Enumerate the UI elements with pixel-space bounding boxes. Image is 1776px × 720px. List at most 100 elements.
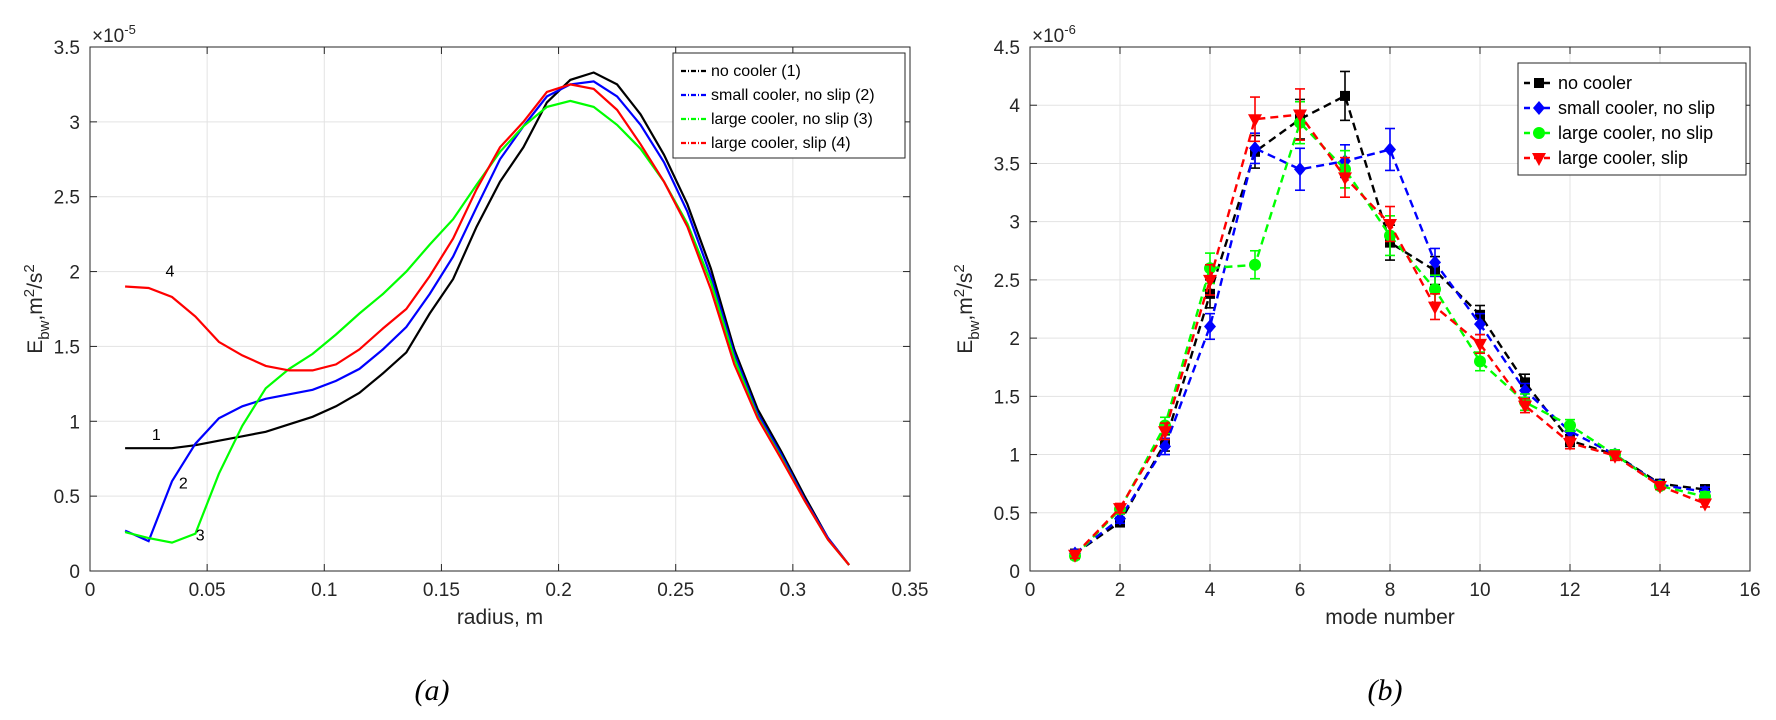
x-tick-label-a: 0.2 <box>545 580 571 601</box>
data-point <box>1520 377 1530 388</box>
data-point <box>1429 283 1441 296</box>
ticks-b: 0 2 4 6 8 10 12 14 16 0 0.5 1 1.5 2 2.5 3 3.5 4 4.5 <box>994 38 1761 601</box>
panel-caption-a: (a) <box>415 674 450 707</box>
data-point <box>1338 172 1352 186</box>
data-point <box>1203 274 1217 288</box>
axes-box-a <box>89 46 911 572</box>
data-point <box>1068 549 1082 563</box>
y-tick-label-a: 1.5 <box>54 337 80 358</box>
data-point <box>1429 255 1441 270</box>
legend-b: no cooler small cooler, no slip large cool… <box>1517 62 1747 176</box>
legend-marker-b <box>1533 101 1545 115</box>
y-tick-label-b: 1 <box>1009 446 1020 467</box>
data-point <box>1249 141 1261 156</box>
data-point <box>1428 301 1442 315</box>
curve-label-1: 1 <box>152 427 161 444</box>
y-exponent-b: ×10-6 <box>1032 22 1076 47</box>
y-tick-label-a: 1 <box>69 412 80 433</box>
legend-label-a: small cooler, no slip (2) <box>711 87 875 104</box>
y-tick-label-b: 1.5 <box>994 387 1020 408</box>
x-tick-label-b: 2 <box>1115 580 1126 601</box>
legend-label-a: no cooler (1) <box>711 63 801 80</box>
x-tick-label-b: 10 <box>1469 580 1490 601</box>
x-tick-label-b: 4 <box>1205 580 1216 601</box>
data-point <box>1384 142 1396 157</box>
legend-label-b: no cooler <box>1558 73 1632 93</box>
data-point <box>1383 218 1397 232</box>
data-point <box>1698 498 1712 512</box>
data-point <box>1563 437 1577 451</box>
x-tick-label-b: 8 <box>1385 580 1396 601</box>
legend-box-a <box>672 52 906 159</box>
legend-label-b: large cooler, slip <box>1558 148 1688 168</box>
x-tick-label-a: 0.15 <box>423 580 460 601</box>
x-tick-label-a: 0.05 <box>189 580 226 601</box>
x-tick-label-b: 12 <box>1559 580 1580 601</box>
curve-labels-a: 1 2 3 4 <box>152 264 205 545</box>
data-point <box>1204 319 1216 334</box>
x-tick-label-a: 0 <box>85 580 96 601</box>
data-point <box>1564 419 1576 432</box>
data-point <box>1248 114 1262 128</box>
data-point <box>1653 480 1667 494</box>
data-point <box>1294 162 1306 177</box>
y-tick-label-b: 0.5 <box>994 504 1020 525</box>
legend-marker-b <box>1532 153 1546 166</box>
data-point <box>1114 511 1126 526</box>
legend-label-b: small cooler, no slip <box>1558 98 1715 118</box>
x-tick-label-b: 6 <box>1295 580 1306 601</box>
data-point <box>1159 439 1171 454</box>
y-tick-label-a: 3.5 <box>54 38 80 59</box>
y-tick-label-b: 2.5 <box>994 271 1020 292</box>
legend-label-a: large cooler, no slip (3) <box>711 111 873 128</box>
panel-caption-b: (b) <box>1368 674 1403 707</box>
y-axis-label-b: Ebw,m2/s2 <box>951 264 983 354</box>
data-point <box>1474 317 1486 332</box>
legend-marker-b <box>1533 127 1545 139</box>
y-tick-label-a: 2.5 <box>54 188 80 209</box>
curve-label-3: 3 <box>196 528 205 545</box>
legend-a: no cooler (1) small cooler, no slip (2) la… <box>672 52 906 159</box>
curve-label-2: 2 <box>179 476 188 493</box>
data-point <box>1340 90 1350 101</box>
data-point <box>1293 109 1307 123</box>
x-tick-label-b: 16 <box>1739 580 1760 601</box>
series-lines-b <box>1068 70 1712 563</box>
legend-label-b: large cooler, no slip <box>1558 123 1713 143</box>
y-tick-label-a: 0.5 <box>54 487 80 508</box>
series-line-3 <box>1074 120 1706 557</box>
data-point <box>1608 450 1622 464</box>
y-tick-label-b: 4 <box>1009 96 1020 117</box>
series-line-2 <box>124 80 850 566</box>
x-tick-label-a: 0.1 <box>311 580 337 601</box>
y-tick-label-a: 0 <box>69 562 80 583</box>
x-axis-label-a: radius, m <box>457 606 543 629</box>
y-tick-label-b: 0 <box>1009 562 1020 583</box>
y-tick-label-b: 3 <box>1009 213 1020 234</box>
data-point <box>1158 426 1172 440</box>
x-axis-label-b: mode number <box>1325 606 1455 629</box>
legend-label-a: large cooler, slip (4) <box>711 135 851 152</box>
series-line-2 <box>1074 146 1706 555</box>
y-axis-label-a: Ebw,m2/s2 <box>21 264 53 354</box>
y-exponent-a: ×10-5 <box>92 22 136 47</box>
legend-marker-b <box>1534 78 1544 88</box>
x-tick-label-a: 0.3 <box>780 580 806 601</box>
legend-box-b <box>1517 62 1747 176</box>
y-tick-label-b: 3.5 <box>994 154 1020 175</box>
x-tick-label-a: 0.25 <box>657 580 694 601</box>
y-tick-label-a: 3 <box>69 113 80 134</box>
chart-panel-a: 0 0.05 0.1 0.15 0.2 0.25 0.3 0.35 0 0.5 1 1.5 2 2.5 3 3… <box>21 22 928 707</box>
data-point <box>1113 503 1127 517</box>
x-tick-label-b: 14 <box>1649 580 1671 601</box>
data-point <box>1473 338 1487 352</box>
curve-label-4: 4 <box>165 264 174 281</box>
series-4-group <box>1068 88 1712 563</box>
ticks-a: 0 0.05 0.1 0.15 0.2 0.25 0.3 0.35 0 0.5 1 1.5 2 2.5 3 3… <box>54 38 929 601</box>
y-tick-label-a: 2 <box>69 263 80 284</box>
series-lines-a <box>124 71 850 566</box>
data-point <box>1249 258 1261 271</box>
data-point <box>1518 400 1532 414</box>
